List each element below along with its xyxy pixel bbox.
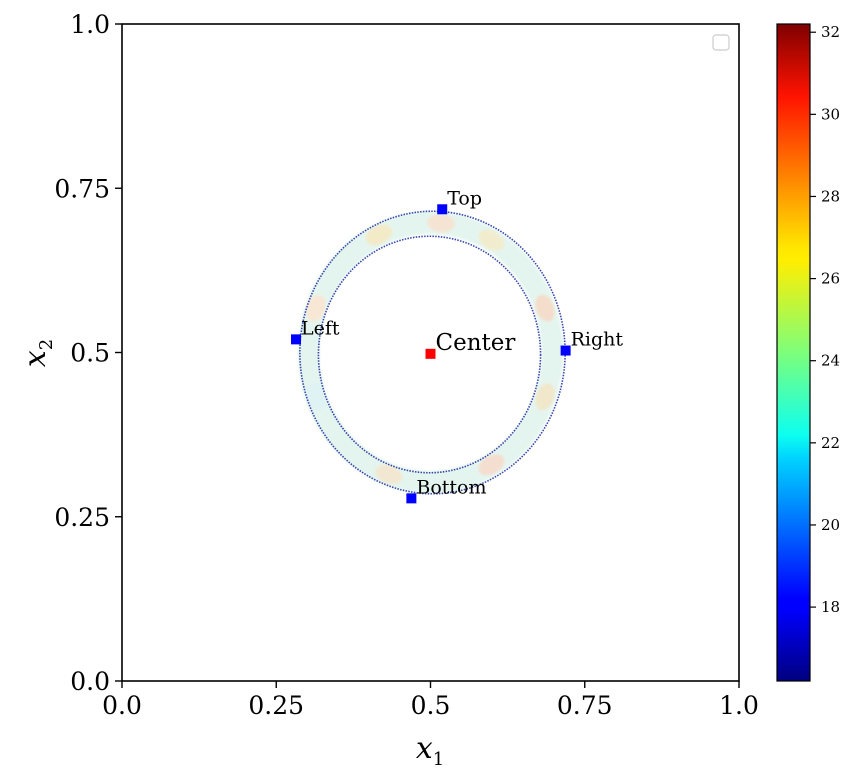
colorbar-ticks: 18 20 22 24 26 28 30 32: [810, 23, 840, 616]
ring-fill: [297, 211, 564, 494]
ring-patch: [535, 383, 555, 411]
colorbar-tick-label: 20: [821, 516, 840, 534]
colorbar-tick-label: 32: [821, 23, 840, 41]
marker-center: [425, 348, 436, 359]
y-tick-label: 0.0: [70, 667, 110, 696]
marker-right: [560, 345, 571, 356]
colorbar-tick-label: 22: [821, 434, 840, 452]
x-tick-label: 0.0: [102, 691, 142, 720]
colorbar: 18 20 22 24 26 28 30 32: [776, 23, 840, 682]
y-axis-label: x2: [18, 339, 57, 367]
marker-bottom: [406, 493, 417, 504]
marker-left: [290, 334, 301, 345]
x-axis-label: x1: [416, 731, 444, 770]
ring-patch: [427, 214, 456, 233]
marker-label-center: Center: [436, 330, 516, 356]
x-tick-label: 0.25: [248, 691, 304, 720]
colorbar-tick-label: 30: [821, 105, 840, 123]
y-tick-label: 1.0: [70, 10, 110, 39]
x-tick-label: 0.5: [411, 691, 451, 720]
colorbar-tick-label: 18: [821, 598, 840, 616]
colorbar-tick-label: 24: [821, 352, 840, 370]
ring-inner-edge: [317, 235, 542, 474]
ring-band: [297, 210, 566, 495]
marker-top: [437, 204, 448, 215]
marker-label-bottom: Bottom: [416, 476, 486, 498]
legend-box: [712, 34, 730, 51]
ring-patch: [478, 454, 505, 476]
y-tick-label: 0.75: [54, 174, 110, 203]
x-tick-label: 0.75: [557, 691, 613, 720]
colorbar-tick-label: 26: [821, 270, 840, 288]
colorbar-gradient: [776, 23, 811, 682]
marker-layer: Center Top Left Right Bottom: [290, 187, 624, 504]
colorbar-tick-label: 28: [821, 187, 840, 205]
x-tick-label: 1.0: [719, 691, 759, 720]
marker-label-right: Right: [571, 329, 624, 351]
ring-patch: [535, 294, 555, 322]
marker-label-left: Left: [301, 317, 340, 339]
x-axis-ticks: 0.0 0.25 0.5 0.75 1.0: [102, 681, 759, 720]
plot-area: Center Top Left Right Bottom 0.0 0.25 0.5 0.75 1…: [54, 10, 759, 720]
y-tick-label: 0.25: [54, 503, 110, 532]
ring-patch: [306, 294, 326, 322]
ring-patch: [306, 383, 326, 411]
y-tick-label: 0.5: [70, 339, 110, 368]
ring-patch: [375, 464, 403, 485]
ring-patch: [365, 224, 393, 245]
ring-patch: [478, 229, 505, 251]
marker-label-top: Top: [447, 187, 482, 209]
y-axis-ticks: 0.0 0.25 0.5 0.75 1.0: [54, 10, 122, 696]
